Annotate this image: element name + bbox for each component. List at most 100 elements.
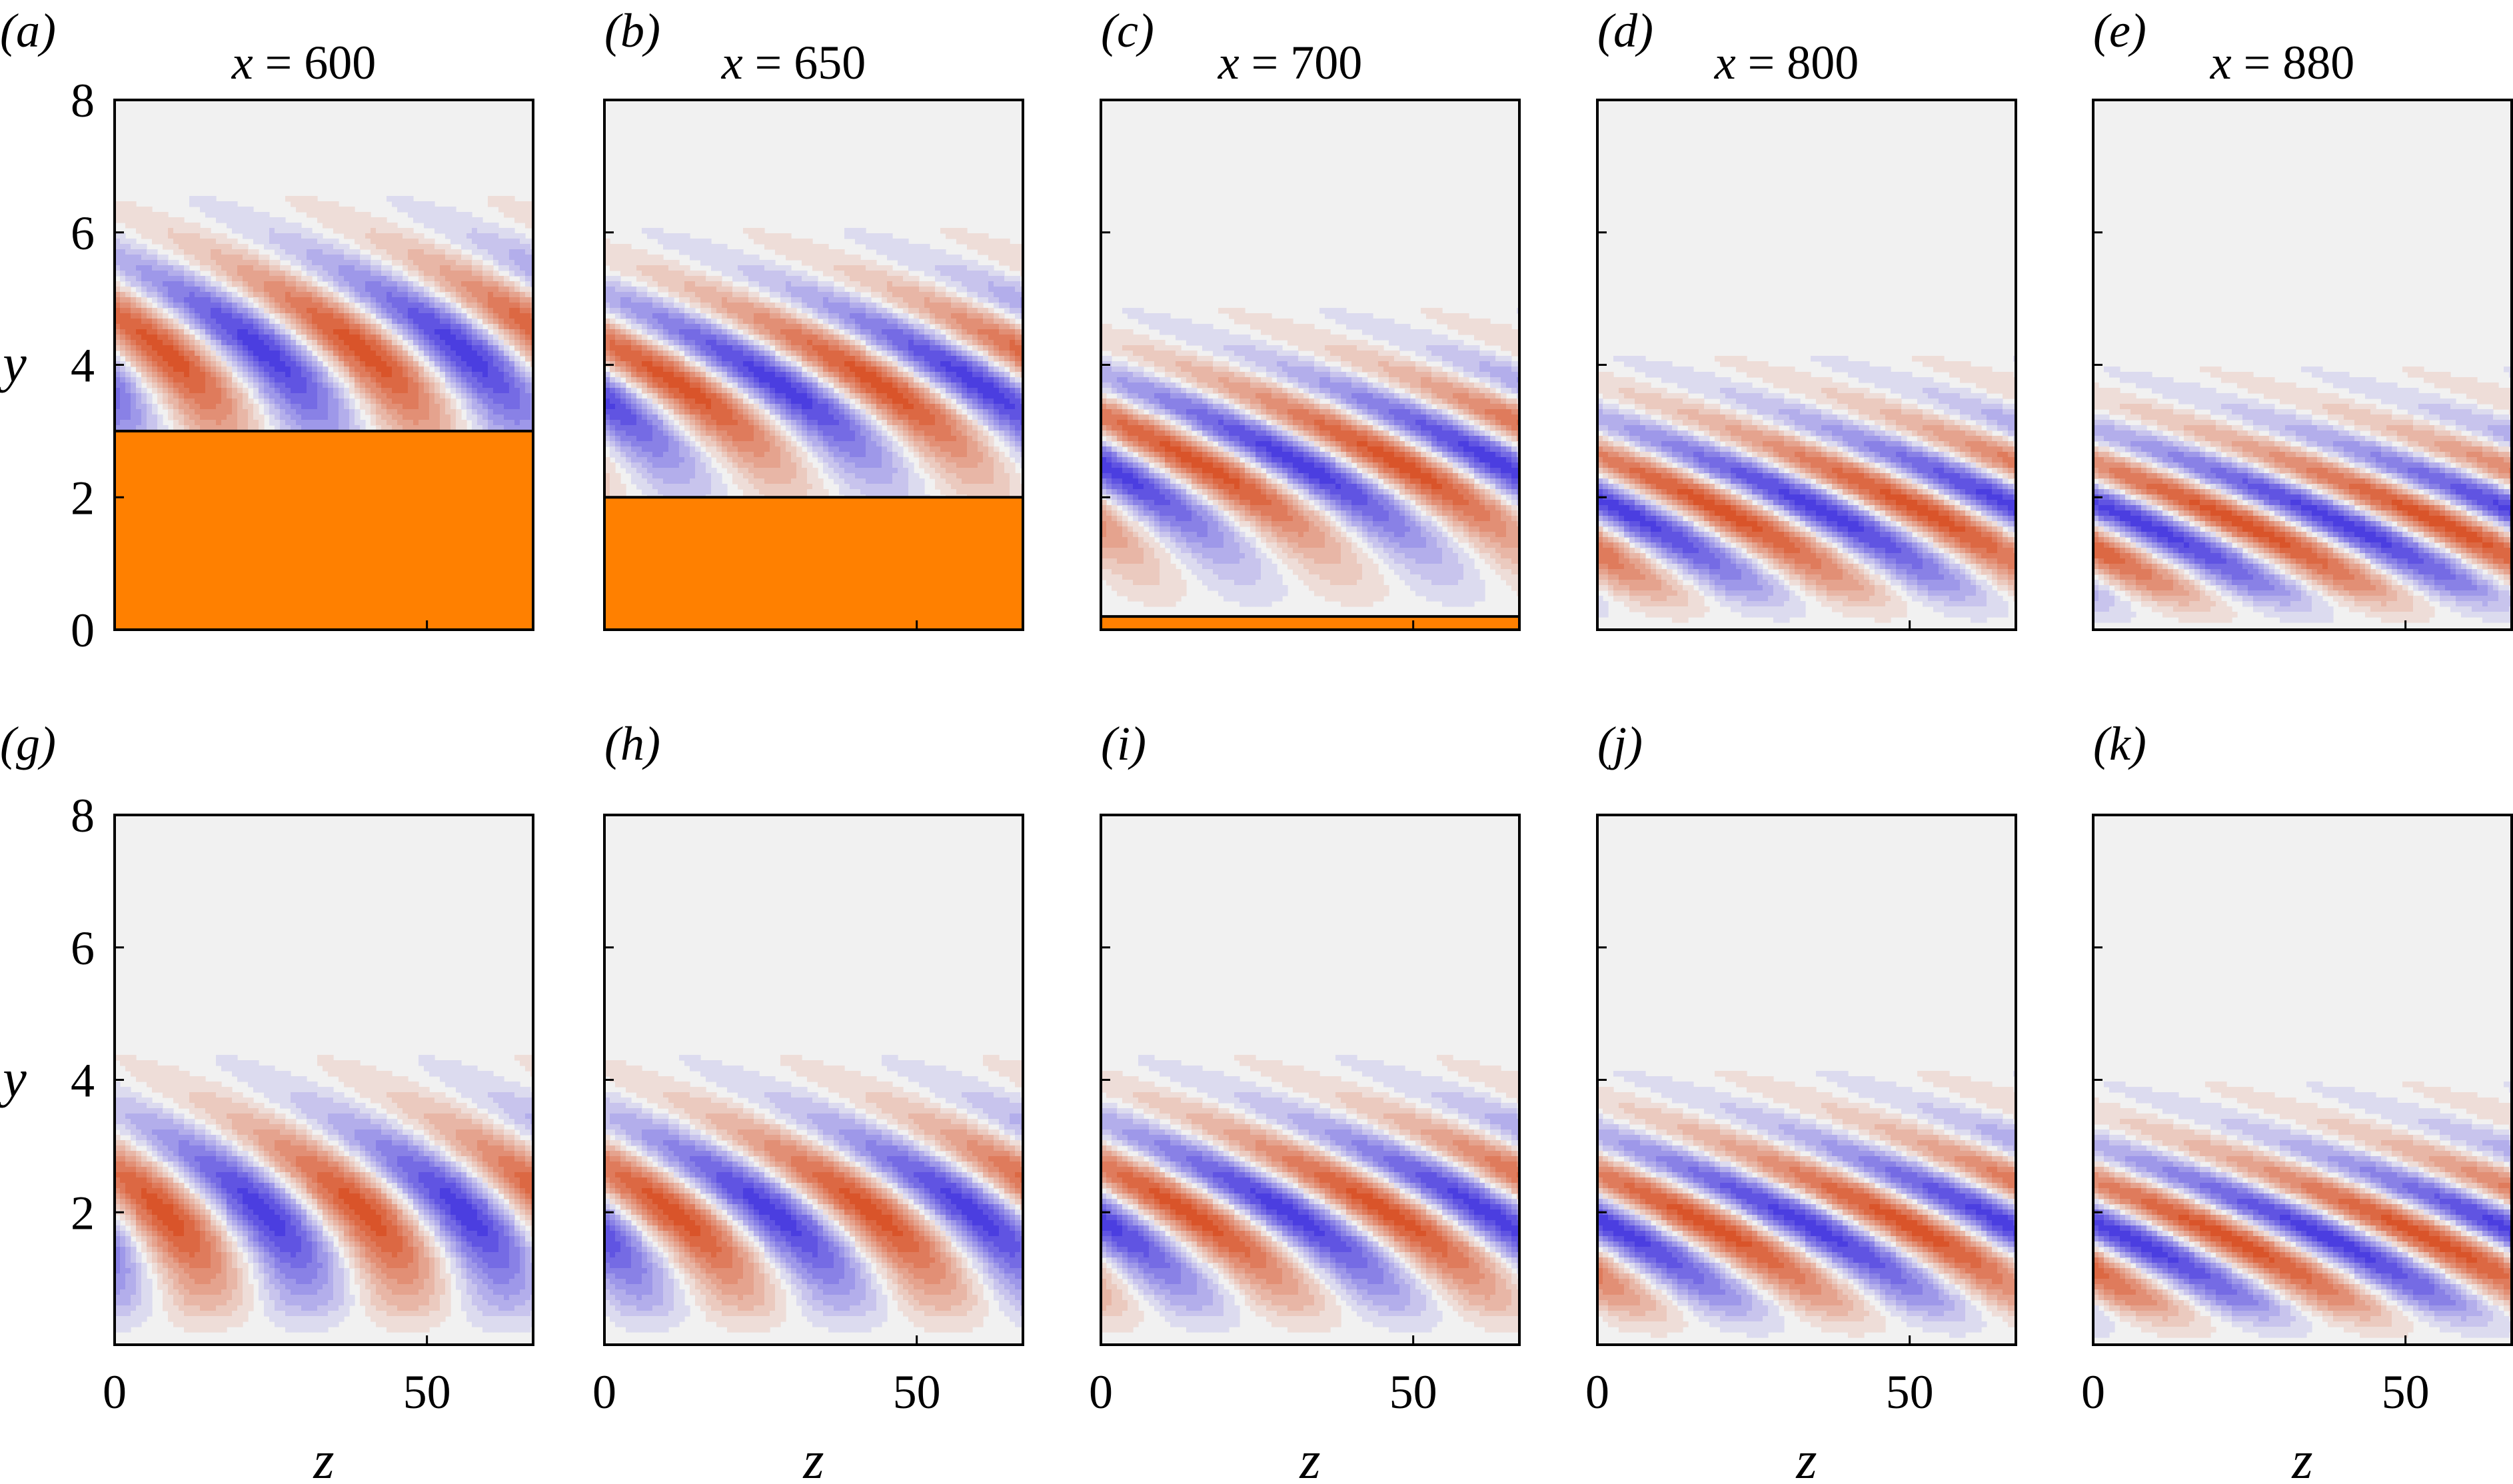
contour-cell <box>615 303 621 309</box>
contour-cell <box>440 382 446 388</box>
contour-cell <box>620 244 626 250</box>
contour-cell <box>376 313 382 319</box>
contour-cell <box>514 398 520 404</box>
contour-cell <box>344 324 350 330</box>
contour-cell <box>440 351 446 357</box>
contour-cell <box>652 313 658 319</box>
contour-cell <box>115 329 121 335</box>
contour-cell <box>636 260 642 266</box>
contour-cell <box>642 478 648 484</box>
contour-cell <box>381 319 387 325</box>
contour-cell <box>802 303 808 309</box>
contour-cell <box>807 297 813 303</box>
contour-cell <box>152 340 158 346</box>
contour-cell <box>429 271 435 277</box>
contour-cell <box>269 287 275 293</box>
contour-cell <box>461 319 467 325</box>
contour-cell <box>743 388 749 394</box>
contour-cell <box>493 420 499 426</box>
contour-cell <box>631 340 637 346</box>
contour-cell <box>232 340 238 346</box>
contour-cell <box>301 308 307 314</box>
contour-cell <box>296 398 302 404</box>
contour-cell <box>700 420 706 426</box>
contour-cell <box>141 249 147 255</box>
contour-cell <box>679 441 685 447</box>
contour-cell <box>732 319 738 325</box>
contour-cell <box>652 265 658 271</box>
contour-cell <box>631 367 637 372</box>
contour-cell <box>812 351 818 357</box>
contour-cell <box>802 297 808 303</box>
contour-cell <box>227 393 233 399</box>
contour-cell <box>301 244 307 250</box>
contour-cell <box>738 356 744 362</box>
contour-cell <box>658 414 664 420</box>
contour-cell <box>317 361 323 367</box>
contour-cell <box>759 404 765 410</box>
contour-cell <box>647 329 653 335</box>
contour-cell <box>791 404 797 410</box>
contour-cell <box>434 335 440 341</box>
contour-cell <box>466 297 472 303</box>
contour-cell <box>604 329 610 335</box>
contour-cell <box>216 265 222 271</box>
contour-cell <box>371 409 377 415</box>
contour-cell <box>147 335 153 341</box>
contour-cell <box>280 361 286 367</box>
contour-cell <box>818 409 824 415</box>
contour-cell <box>376 233 382 239</box>
contour-cell <box>445 281 451 287</box>
contour-cell <box>818 367 824 372</box>
contour-cell <box>477 217 483 223</box>
contour-cell <box>604 244 610 250</box>
contour-cell <box>823 313 829 319</box>
contour-cell <box>227 212 233 218</box>
contour-cell <box>259 276 265 282</box>
contour-cell <box>461 303 467 309</box>
contour-cell <box>770 367 776 372</box>
contour-cell <box>195 281 201 287</box>
contour-cell <box>828 271 834 277</box>
contour-cell <box>440 287 446 293</box>
contour-cell <box>700 255 706 261</box>
contour-cell <box>828 361 834 367</box>
contour-cell <box>716 276 722 282</box>
contour-cell <box>232 249 238 255</box>
contour-cell <box>732 404 738 410</box>
contour-cell <box>488 404 494 410</box>
contour-cell <box>424 420 430 426</box>
contour-cell <box>807 468 813 474</box>
contour-cell <box>498 281 504 287</box>
contour-cell <box>227 292 233 298</box>
contour-cell <box>466 345 472 351</box>
contour-cell <box>317 425 323 431</box>
contour-cell <box>759 414 765 420</box>
contour-cell <box>764 287 770 293</box>
contour-cell <box>764 345 770 351</box>
contour-cell <box>408 361 414 367</box>
contour-cell <box>509 388 515 394</box>
contour-cell <box>727 398 733 404</box>
contour-cell <box>700 473 706 479</box>
contour-cell <box>355 335 361 341</box>
contour-cell <box>211 367 217 372</box>
contour-cell <box>477 303 483 309</box>
contour-cell <box>120 292 126 298</box>
contour-cell <box>711 436 717 442</box>
contour-cell <box>679 308 685 314</box>
contour-cell <box>716 478 722 484</box>
contour-cell <box>604 478 610 484</box>
contour-cell <box>807 446 813 452</box>
contour-cell <box>136 329 142 335</box>
contour-cell <box>615 335 621 341</box>
contour-cell <box>339 308 345 314</box>
contour-cell <box>147 271 153 277</box>
contour-cell <box>807 319 813 325</box>
contour-cell <box>339 281 345 287</box>
contour-cell <box>301 398 307 404</box>
contour-cell <box>163 377 169 383</box>
contour-cell <box>754 473 760 479</box>
contour-cell <box>775 489 781 495</box>
contour-cell <box>477 287 483 293</box>
